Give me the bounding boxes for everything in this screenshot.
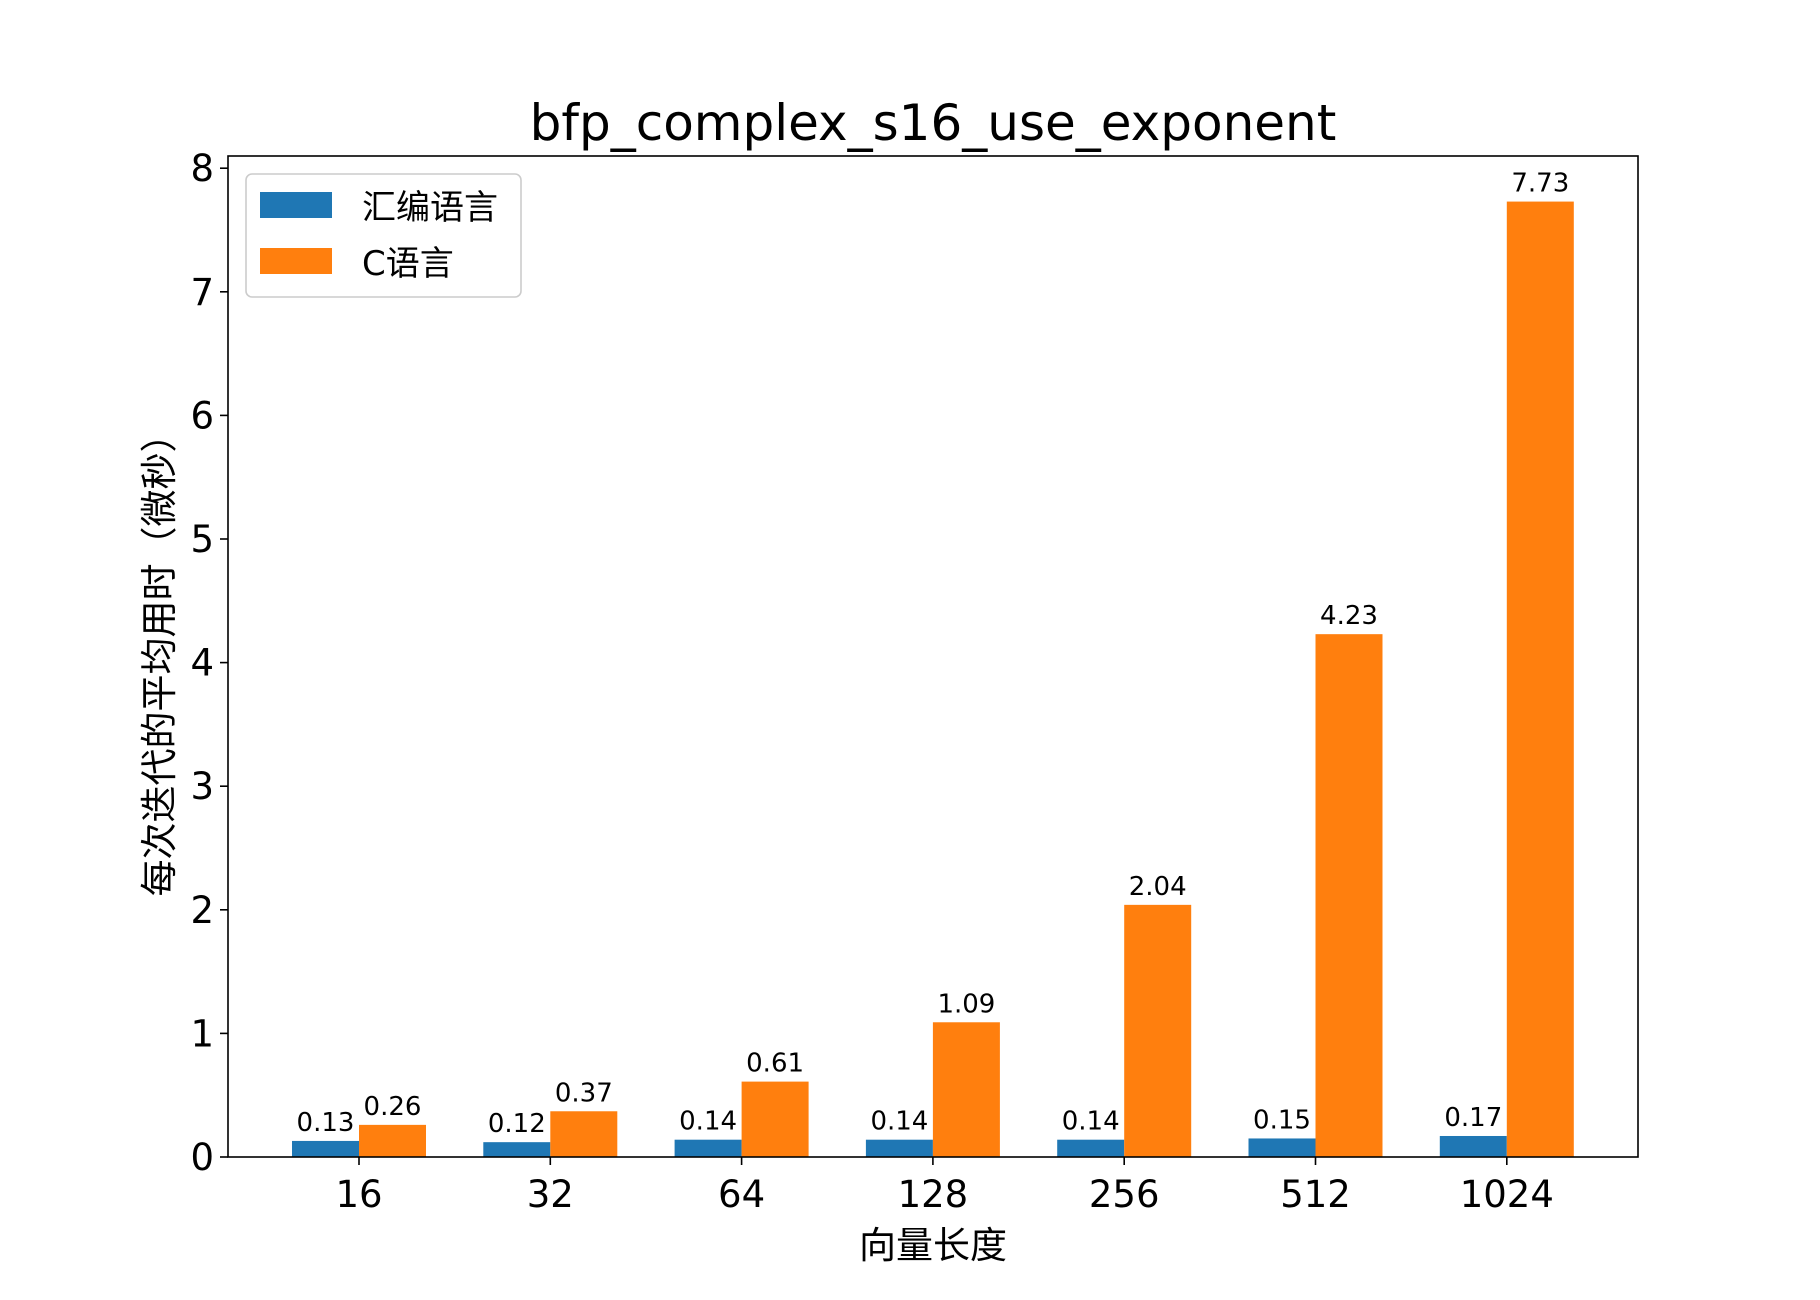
y-tick-label: 3 xyxy=(190,765,214,808)
bar-asm-64 xyxy=(674,1139,742,1157)
chart-title: bfp_complex_s16_use_exponent xyxy=(530,94,1337,152)
bar-asm-1024 xyxy=(1439,1135,1507,1157)
bar-value-label: 0.14 xyxy=(1062,1107,1120,1137)
legend-label-asm: 汇编语言 xyxy=(362,188,498,228)
bar-value-label: 4.23 xyxy=(1320,601,1378,631)
y-tick-label: 8 xyxy=(190,147,214,190)
bar-value-label: 0.15 xyxy=(1253,1105,1311,1135)
legend-label-c: C语言 xyxy=(362,244,454,284)
y-axis-label: 每次迭代的平均用时（微秒） xyxy=(138,416,181,897)
bar-asm-32 xyxy=(483,1142,551,1157)
y-tick-label: 2 xyxy=(190,889,214,932)
bar-value-label: 2.04 xyxy=(1129,872,1187,902)
legend-swatch-asm xyxy=(260,192,332,218)
bar-c-1024 xyxy=(1506,201,1574,1157)
bar-c-128 xyxy=(932,1022,1000,1157)
y-tick-label: 6 xyxy=(190,394,214,437)
bars-group xyxy=(292,201,1574,1157)
x-tick-label: 16 xyxy=(335,1173,382,1216)
bar-value-label: 1.09 xyxy=(937,989,995,1019)
y-tick-label: 5 xyxy=(190,518,214,561)
bar-value-label: 0.13 xyxy=(297,1108,355,1138)
bar-c-16 xyxy=(359,1124,426,1157)
x-tick-label: 128 xyxy=(898,1173,969,1216)
bar-value-label: 0.26 xyxy=(364,1092,422,1122)
bar-value-labels: 0.13 0.12 0.14 0.14 0.14 0.15 0.17 0.26 0.37 0.61… xyxy=(297,169,1570,1140)
bar-c-64 xyxy=(741,1081,809,1157)
x-tick-label: 1024 xyxy=(1460,1173,1554,1216)
bar-c-256 xyxy=(1124,904,1192,1157)
x-tick-label: 256 xyxy=(1089,1173,1160,1216)
bar-value-label: 0.17 xyxy=(1444,1103,1502,1133)
y-tick-label: 4 xyxy=(190,642,214,685)
y-tick-label: 0 xyxy=(190,1136,214,1179)
y-axis: 0 1 2 3 4 5 6 7 8 xyxy=(190,147,228,1179)
bar-asm-256 xyxy=(1057,1139,1125,1157)
bar-asm-16 xyxy=(292,1140,359,1157)
bar-value-label: 0.14 xyxy=(870,1107,928,1137)
bar-value-label: 0.14 xyxy=(679,1107,737,1137)
x-tick-label: 64 xyxy=(718,1173,765,1216)
x-tick-label: 512 xyxy=(1280,1173,1351,1216)
x-tick-label: 32 xyxy=(527,1173,574,1216)
bar-c-32 xyxy=(550,1111,618,1157)
bar-c-512 xyxy=(1315,634,1383,1157)
bar-value-label: 0.12 xyxy=(488,1109,546,1139)
bar-value-label: 0.37 xyxy=(555,1078,613,1108)
bar-value-label: 7.73 xyxy=(1511,169,1569,199)
x-axis: 16 32 64 128 256 512 1024 xyxy=(335,1157,1554,1216)
x-axis-label: 向量长度 xyxy=(859,1224,1007,1267)
legend-swatch-c xyxy=(260,248,332,274)
y-tick-label: 7 xyxy=(190,271,214,314)
bar-value-label: 0.61 xyxy=(746,1049,804,1079)
legend: 汇编语言 C语言 xyxy=(245,173,522,298)
bar-asm-512 xyxy=(1248,1138,1316,1157)
y-tick-label: 1 xyxy=(190,1012,214,1055)
bar-asm-128 xyxy=(865,1139,933,1157)
